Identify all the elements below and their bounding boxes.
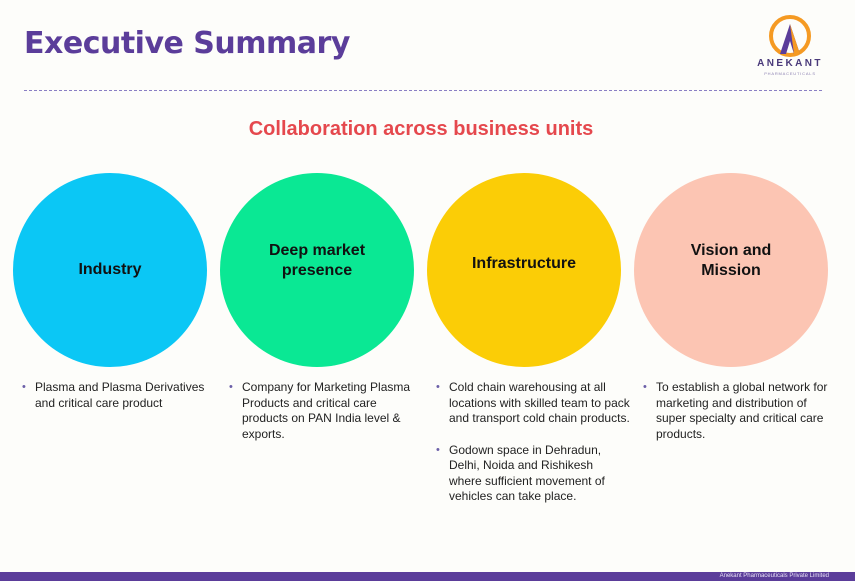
unit-circle-deep-market-presence: Deep market presence	[220, 173, 414, 367]
unit-title: Deep market presence	[268, 242, 366, 279]
company-logo: ANEKANT PHARMACEUTICALS	[752, 14, 828, 84]
logo-wordmark: ANEKANT	[757, 58, 823, 69]
bullet-item: Cold chain warehousing at all locations …	[436, 380, 632, 427]
unit-circle-vision-and-mission: Vision and Mission	[634, 173, 828, 367]
bullet-item: To establish a global network for market…	[643, 380, 832, 442]
infrastructure-bullet-list: Cold chain warehousing at all locations …	[436, 380, 632, 521]
unit-circle-industry: Industry	[13, 173, 207, 367]
market-presence-bullet-list: Company for Marketing Plasma Products an…	[229, 380, 425, 458]
bullet-item: Plasma and Plasma Derivatives and critic…	[22, 380, 218, 411]
industry-bullet-list: Plasma and Plasma Derivatives and critic…	[22, 380, 218, 427]
page-title: Executive Summary	[24, 26, 350, 61]
unit-title: Industry	[78, 261, 142, 278]
vision-mission-bullet-list: To establish a global network for market…	[643, 380, 839, 458]
unit-title: Infrastructure	[471, 255, 577, 272]
footer-bar: Anekant Pharmaceuticals Private Limited	[0, 572, 855, 581]
bullet-item: Company for Marketing Plasma Products an…	[229, 380, 414, 442]
logo-tagline: PHARMACEUTICALS	[764, 71, 816, 76]
logo-a-icon	[769, 15, 811, 57]
section-subtitle: Collaboration across business units	[248, 118, 594, 140]
bullet-item: Godown space in Dehradun, Delhi, Noida a…	[436, 443, 629, 505]
unit-circle-infrastructure: Infrastructure	[427, 173, 621, 367]
footer-company-name: Anekant Pharmaceuticals Private Limited	[719, 573, 829, 579]
header-divider	[24, 90, 822, 91]
unit-title: Vision and Mission	[690, 242, 772, 279]
